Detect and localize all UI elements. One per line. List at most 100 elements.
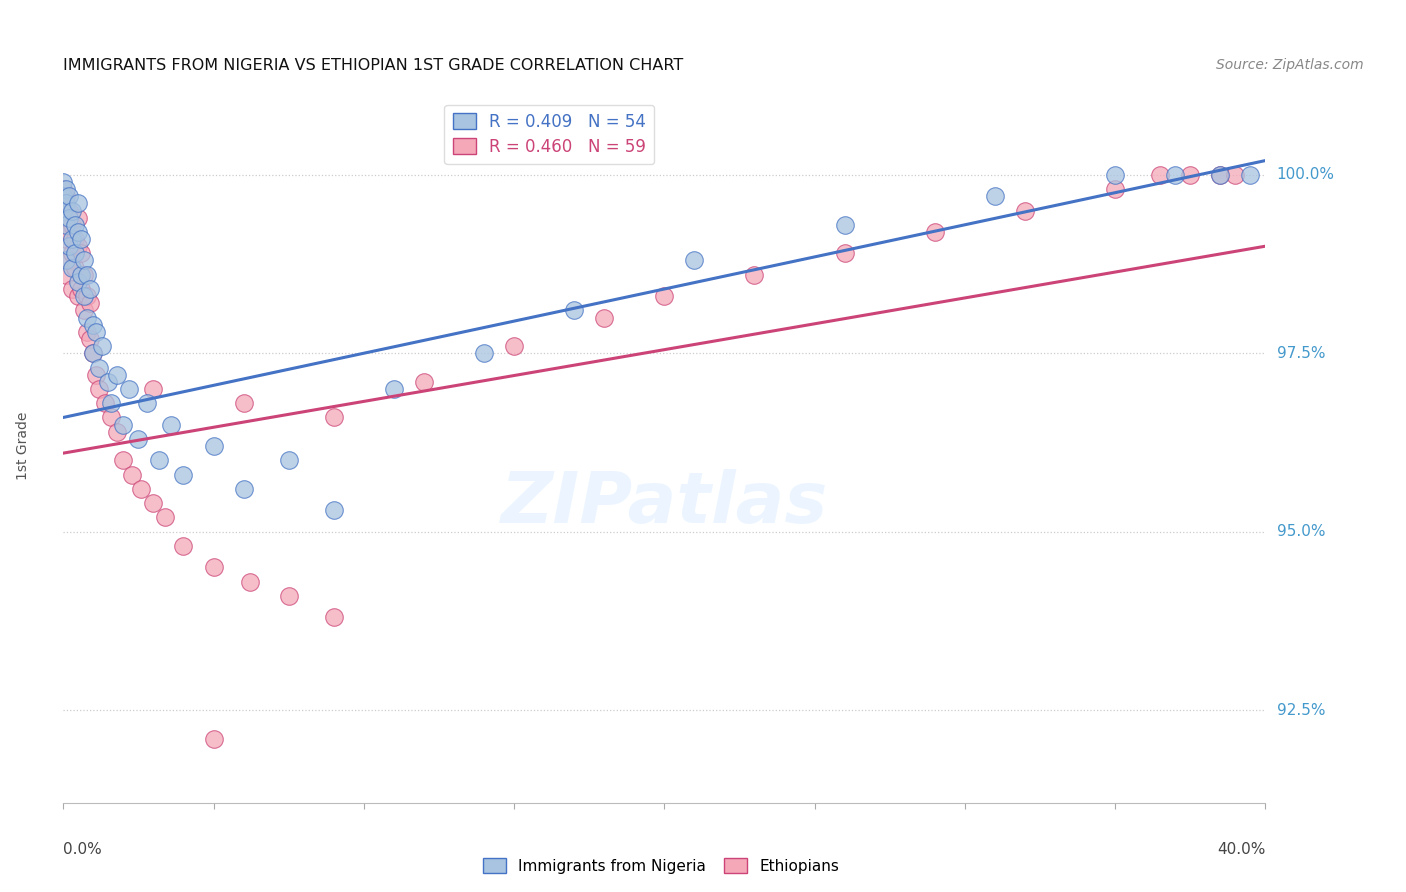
Point: [202, 560, 225, 574]
Point: [79, 296, 101, 310]
Point: [52, 218, 75, 232]
Point: [142, 496, 165, 510]
Point: [52, 175, 75, 189]
Point: [413, 375, 436, 389]
Point: [1180, 168, 1202, 182]
Point: [79, 282, 101, 296]
Point: [73, 253, 96, 268]
Point: [127, 432, 149, 446]
Point: [94, 396, 117, 410]
Point: [52, 196, 75, 211]
Text: 0.0%: 0.0%: [63, 842, 103, 857]
Point: [67, 239, 90, 253]
Point: [55, 253, 77, 268]
Point: [55, 182, 77, 196]
Point: [105, 368, 128, 382]
Point: [58, 239, 80, 253]
Point: [79, 332, 101, 346]
Point: [924, 225, 946, 239]
Point: [67, 211, 90, 225]
Point: [58, 253, 80, 268]
Text: 1st Grade: 1st Grade: [15, 412, 30, 480]
Text: 95.0%: 95.0%: [1277, 524, 1324, 539]
Point: [58, 225, 80, 239]
Point: [86, 325, 108, 339]
Point: [65, 260, 87, 275]
Point: [112, 453, 135, 467]
Point: [322, 410, 344, 425]
Point: [52, 182, 75, 196]
Point: [67, 275, 90, 289]
Point: [322, 610, 344, 624]
Point: [55, 196, 77, 211]
Legend: R = 0.409   N = 54, R = 0.460   N = 59: R = 0.409 N = 54, R = 0.460 N = 59: [444, 104, 654, 164]
Point: [239, 574, 262, 589]
Point: [100, 396, 122, 410]
Point: [202, 731, 225, 746]
Point: [70, 282, 93, 296]
Point: [503, 339, 526, 353]
Point: [65, 246, 87, 260]
Point: [1225, 168, 1247, 182]
Text: 97.5%: 97.5%: [1277, 346, 1324, 360]
Point: [155, 510, 177, 524]
Point: [1209, 168, 1232, 182]
Point: [232, 396, 254, 410]
Point: [73, 268, 96, 282]
Point: [67, 196, 90, 211]
Text: 100.0%: 100.0%: [1277, 168, 1334, 182]
Point: [652, 289, 676, 303]
Text: Source: ZipAtlas.com: Source: ZipAtlas.com: [1216, 58, 1364, 72]
Point: [562, 303, 585, 318]
Point: [67, 289, 90, 303]
Point: [55, 268, 77, 282]
Point: [472, 346, 495, 360]
Point: [70, 268, 93, 282]
Point: [1104, 182, 1126, 196]
Point: [1014, 203, 1036, 218]
Point: [834, 218, 856, 232]
Point: [121, 467, 143, 482]
Point: [52, 189, 75, 203]
Point: [382, 382, 405, 396]
Point: [202, 439, 225, 453]
Point: [118, 382, 141, 396]
Point: [131, 482, 153, 496]
Point: [277, 453, 299, 467]
Point: [82, 346, 104, 360]
Point: [1164, 168, 1187, 182]
Point: [60, 246, 83, 260]
Point: [105, 425, 128, 439]
Point: [58, 203, 80, 218]
Point: [52, 203, 75, 218]
Point: [1209, 168, 1232, 182]
Point: [67, 225, 90, 239]
Point: [1104, 168, 1126, 182]
Point: [60, 218, 83, 232]
Point: [60, 232, 83, 246]
Point: [97, 375, 120, 389]
Point: [834, 246, 856, 260]
Point: [58, 189, 80, 203]
Legend: Immigrants from Nigeria, Ethiopians: Immigrants from Nigeria, Ethiopians: [477, 852, 845, 880]
Point: [55, 232, 77, 246]
Point: [172, 539, 194, 553]
Point: [142, 382, 165, 396]
Point: [86, 368, 108, 382]
Point: [148, 453, 170, 467]
Text: IMMIGRANTS FROM NIGERIA VS ETHIOPIAN 1ST GRADE CORRELATION CHART: IMMIGRANTS FROM NIGERIA VS ETHIOPIAN 1ST…: [63, 58, 683, 73]
Text: 40.0%: 40.0%: [1218, 842, 1265, 857]
Point: [73, 303, 96, 318]
Point: [76, 325, 98, 339]
Point: [55, 218, 77, 232]
Point: [683, 253, 706, 268]
Point: [55, 211, 77, 225]
Point: [70, 246, 93, 260]
Point: [60, 260, 83, 275]
Point: [593, 310, 616, 325]
Point: [76, 289, 98, 303]
Point: [55, 189, 77, 203]
Point: [91, 339, 114, 353]
Point: [984, 189, 1007, 203]
Point: [232, 482, 254, 496]
